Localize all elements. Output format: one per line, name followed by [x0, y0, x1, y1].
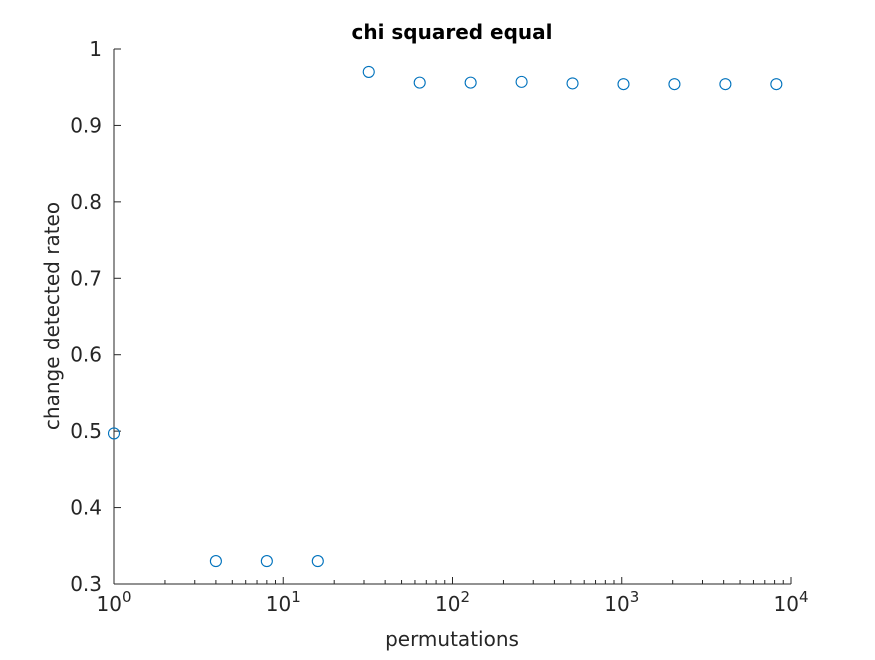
x-tick-label-base: 10	[266, 592, 291, 616]
x-tick-label: 101	[266, 588, 301, 616]
x-tick-label-base: 10	[774, 592, 799, 616]
data-point	[719, 78, 732, 91]
y-tick-label: 0.4	[70, 496, 102, 520]
y-tick-label: 1	[89, 37, 102, 61]
data-point	[668, 78, 681, 91]
data-point	[515, 75, 528, 88]
x-tick-label: 102	[435, 588, 470, 616]
data-point	[260, 555, 273, 568]
data-point	[413, 76, 426, 89]
data-point	[617, 78, 630, 91]
y-tick-label: 0.7	[70, 266, 102, 290]
data-point	[311, 555, 324, 568]
y-tick-label: 0.9	[70, 113, 102, 137]
data-point	[362, 65, 375, 78]
x-tick-label-base: 10	[435, 592, 460, 616]
x-tick-label: 104	[774, 588, 809, 616]
y-tick-label: 0.5	[70, 419, 102, 443]
y-tick-label: 0.3	[70, 572, 102, 596]
x-tick-label-exponent: 1	[291, 588, 301, 606]
y-tick-label: 0.6	[70, 343, 102, 367]
x-tick-label-exponent: 2	[460, 588, 470, 606]
data-point	[209, 555, 222, 568]
data-point	[464, 76, 477, 89]
x-tick-label: 100	[97, 588, 132, 616]
data-points	[107, 65, 783, 568]
data-point	[107, 427, 121, 440]
y-axis-label: change detected rateo	[40, 202, 64, 430]
x-tick-label: 103	[604, 588, 639, 616]
x-tick-label-exponent: 3	[630, 588, 640, 606]
chart-title: chi squared equal	[351, 20, 552, 44]
data-point	[566, 77, 579, 90]
x-tick-label-base: 10	[97, 592, 122, 616]
data-point	[770, 78, 783, 91]
y-tick-label: 0.8	[70, 190, 102, 214]
x-tick-label-base: 10	[604, 592, 629, 616]
x-tick-label-exponent: 4	[799, 588, 809, 606]
x-axis-label: permutations	[385, 627, 519, 651]
x-tick-label-exponent: 0	[122, 588, 132, 606]
